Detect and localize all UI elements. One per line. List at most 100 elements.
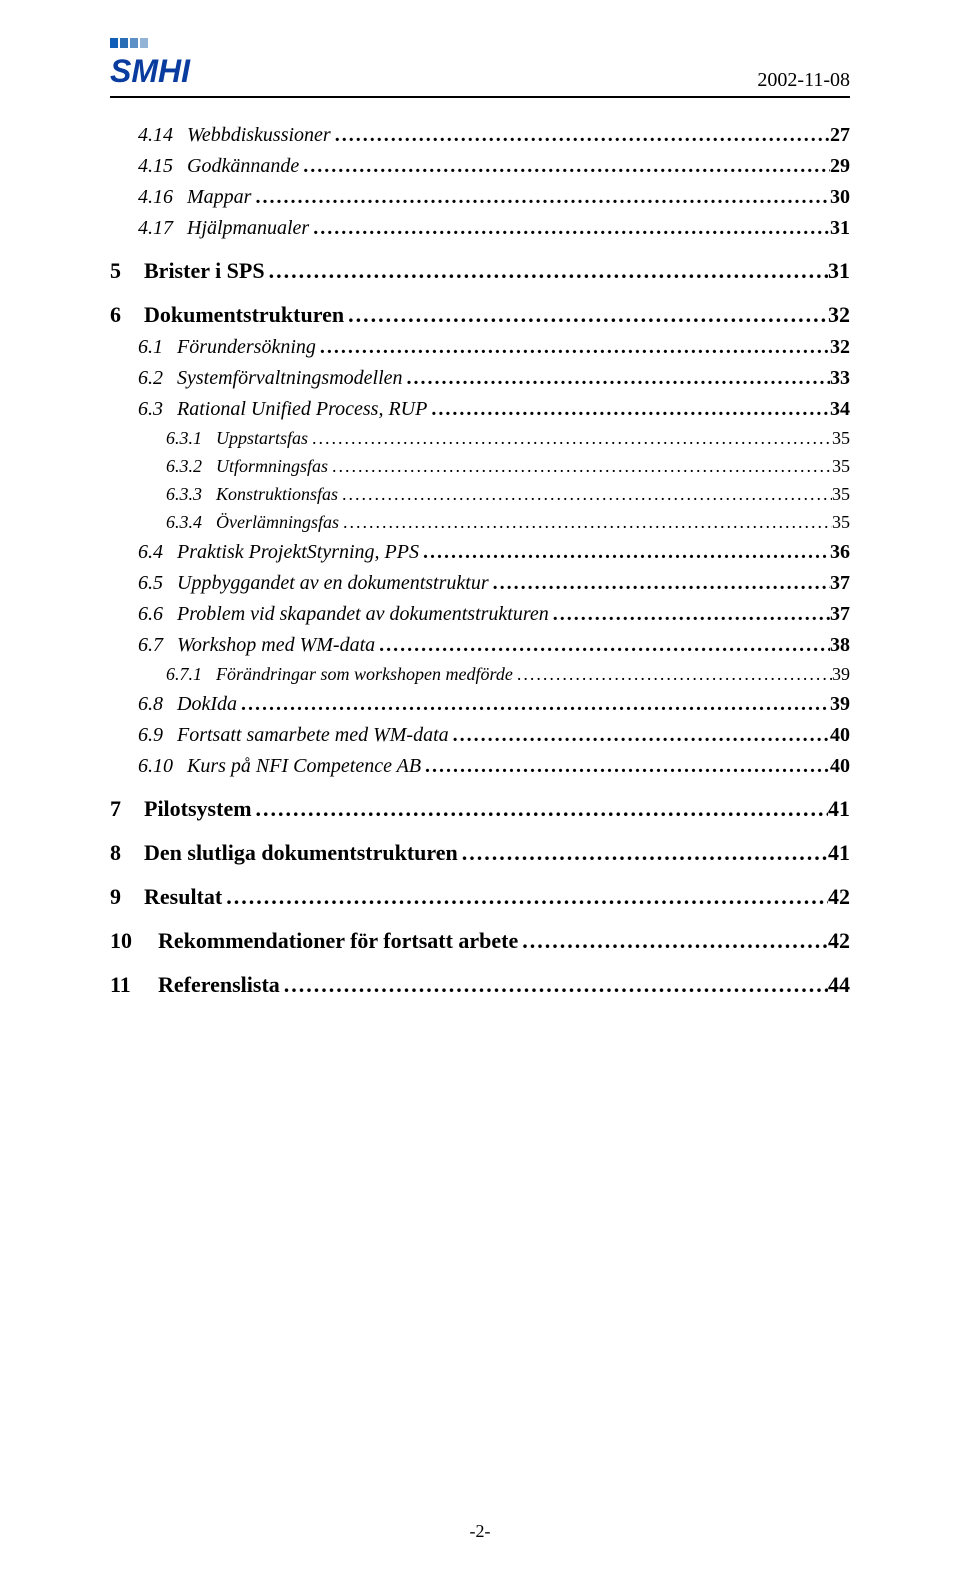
toc-leader-dots [375,630,830,661]
toc-entry: 4.16Mappar 30 [110,182,850,213]
toc-entry-number: 6.3 [138,394,177,425]
toc-entry-number: 5 [110,254,144,288]
toc-entry-number: 6.10 [138,751,187,782]
table-of-contents: 4.14Webbdiskussioner274.15Godkännande294… [110,120,850,1002]
toc-entry-number: 4.16 [138,182,187,213]
toc-entry-title: Den slutliga dokumentstrukturen [144,840,458,865]
toc-entry-label: 6.7.1Förändringar som workshopen medförd… [110,661,513,689]
toc-entry-number: 9 [110,880,144,914]
toc-entry: 6.7Workshop med WM-data 38 [110,630,850,661]
toc-leader-dots [299,151,830,182]
toc-entry-title: Godkännande [187,155,299,177]
toc-entry-label: 6.3.1Uppstartsfas [110,425,308,453]
toc-entry-number: 6.7 [138,630,177,661]
toc-leader-dots [338,481,832,509]
toc-entry-page: 39 [832,661,850,689]
toc-entry: 8Den slutliga dokumentstrukturen 41 [110,836,850,870]
toc-entry-label: 4.16Mappar [110,182,251,213]
toc-entry-number: 6.6 [138,599,177,630]
toc-leader-dots [316,332,830,363]
toc-entry-number: 6.8 [138,689,177,720]
page: SMHI 2002-11-08 4.14Webbdiskussioner274.… [0,0,960,1590]
toc-entry-title: Referenslista [158,972,280,997]
toc-entry-number: 6.3.2 [166,453,216,481]
toc-entry-page: 32 [828,298,850,332]
toc-entry-page: 42 [828,924,850,958]
toc-leader-dots [421,751,830,782]
toc-entry-title: Workshop med WM-data [177,634,375,656]
toc-entry-label: 6.3.3Konstruktionsfas [110,481,338,509]
toc-leader-dots [252,792,828,826]
toc-entry-page: 40 [830,751,850,782]
toc-entry-label: 5Brister i SPS [110,254,265,288]
toc-entry-page: 41 [828,836,850,870]
page-number: -2- [470,1521,491,1541]
toc-entry-label: 6.9Fortsatt samarbete med WM-data [110,720,449,751]
toc-entry-title: Problem vid skapandet av dokumentstruktu… [177,603,549,625]
toc-entry-page: 41 [828,792,850,826]
toc-entry-title: Överlämningsfas [216,512,339,532]
toc-leader-dots [339,509,832,537]
toc-leader-dots [328,453,832,481]
toc-entry-label: 11Referenslista [110,968,280,1002]
toc-entry-number: 6.3.1 [166,425,216,453]
toc-entry-page: 40 [830,720,850,751]
toc-entry-label: 4.14Webbdiskussioner [110,120,331,151]
toc-entry-label: 6.6Problem vid skapandet av dokumentstru… [110,599,549,630]
toc-entry-page: 35 [832,481,850,509]
toc-leader-dots [489,568,830,599]
toc-entry-label: 9Resultat [110,880,222,914]
toc-entry-page: 33 [830,363,850,394]
toc-entry-label: 6.1Förundersökning [110,332,316,363]
toc-leader-dots [449,720,830,751]
toc-entry-label: 6.3.2Utformningsfas [110,453,328,481]
toc-entry-label: 8Den slutliga dokumentstrukturen [110,836,458,870]
toc-entry-page: 39 [830,689,850,720]
toc-entry: 6.2Systemförvaltningsmodellen33 [110,363,850,394]
toc-entry: 6.3.3Konstruktionsfas 35 [110,481,850,509]
toc-entry-title: Uppstartsfas [216,428,308,448]
toc-entry-number: 4.17 [138,213,187,244]
page-header: SMHI 2002-11-08 [110,40,850,98]
toc-entry-label: 6.3.4Överlämningsfas [110,509,339,537]
toc-entry: 5Brister i SPS31 [110,254,850,288]
toc-entry-title: Mappar [187,186,251,208]
toc-entry-title: Pilotsystem [144,796,252,821]
toc-entry-page: 35 [832,425,850,453]
toc-entry-page: 38 [830,630,850,661]
toc-entry-number: 8 [110,836,144,870]
toc-entry-title: Rekommendationer för fortsatt arbete [158,928,518,953]
toc-entry-page: 35 [832,509,850,537]
toc-entry-title: Uppbyggandet av en dokumentstruktur [177,572,489,594]
toc-entry-title: Förundersökning [177,336,316,358]
toc-entry-label: 6.10Kurs på NFI Competence AB [110,751,421,782]
toc-entry: 6.9Fortsatt samarbete med WM-data 40 [110,720,850,751]
toc-entry-number: 6.3.4 [166,509,216,537]
toc-entry-number: 6.3.3 [166,481,216,509]
toc-entry-number: 4.15 [138,151,187,182]
toc-leader-dots [222,880,828,914]
toc-entry: 11Referenslista44 [110,968,850,1002]
toc-leader-dots [265,254,828,288]
toc-entry-page: 37 [830,568,850,599]
page-footer: -2- [0,1521,960,1542]
toc-leader-dots [237,689,830,720]
toc-entry: 4.17Hjälpmanualer31 [110,213,850,244]
toc-entry-label: 6.5Uppbyggandet av en dokumentstruktur [110,568,489,599]
toc-entry-number: 10 [110,924,158,958]
toc-leader-dots [403,363,830,394]
toc-entry-page: 36 [830,537,850,568]
toc-entry-title: Resultat [144,884,222,909]
toc-leader-dots [251,182,830,213]
toc-entry-page: 29 [830,151,850,182]
toc-entry-page: 30 [830,182,850,213]
toc-entry-title: Dokumentstrukturen [144,302,344,327]
toc-entry-label: 6.3Rational Unified Process, RUP [110,394,427,425]
toc-entry-label: 10Rekommendationer för fortsatt arbete [110,924,518,958]
toc-entry-label: 4.15Godkännande [110,151,299,182]
toc-entry: 6Dokumentstrukturen32 [110,298,850,332]
toc-entry-label: 7Pilotsystem [110,792,252,826]
toc-entry-number: 7 [110,792,144,826]
toc-entry: 6.5Uppbyggandet av en dokumentstruktur 37 [110,568,850,599]
toc-entry-number: 6.1 [138,332,177,363]
